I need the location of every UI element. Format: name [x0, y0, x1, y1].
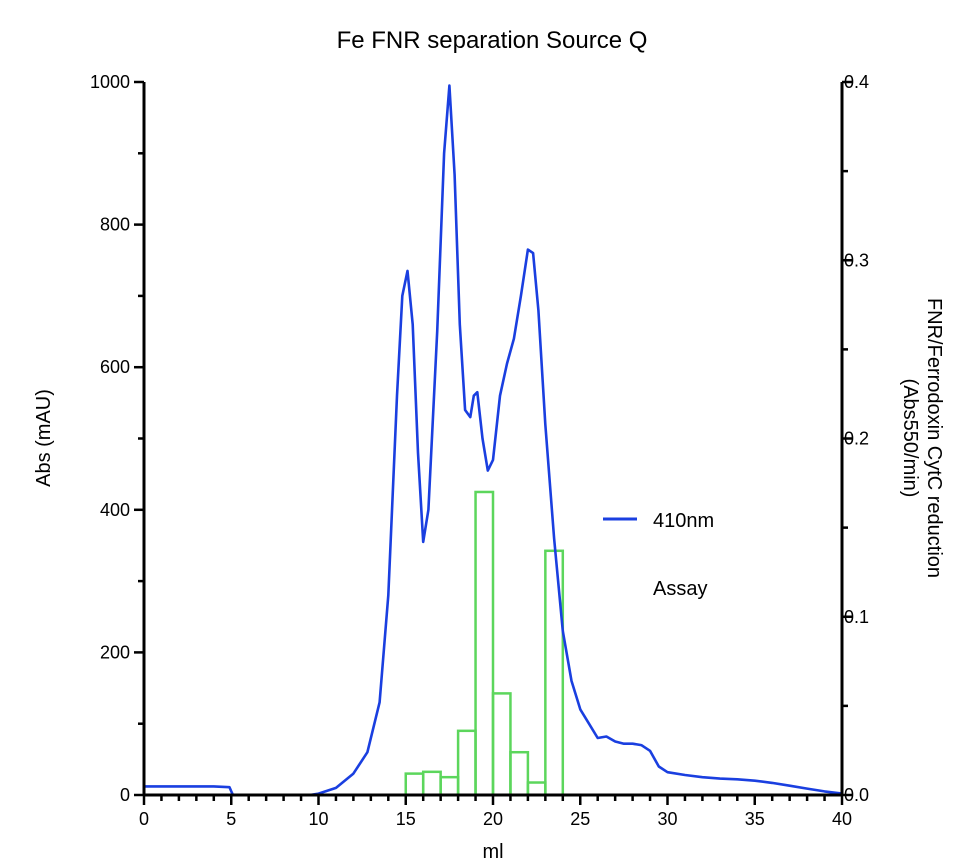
assay-bar: [509, 750, 530, 797]
assay-bars: [404, 490, 565, 797]
y-right-tick-label: 0.3: [844, 250, 869, 270]
legend-label-410nm: 410nm: [653, 510, 714, 532]
y-left-tick-label: 600: [100, 357, 130, 377]
legend-label-assay: Assay: [653, 578, 707, 600]
chart-title: Fe FNR separation Source Q: [337, 27, 648, 54]
y-axis-right-label-line1: FNR/Ferrodoxin CytC reduction: [923, 298, 945, 578]
assay-bar: [474, 490, 495, 797]
x-tick-label: 40: [832, 809, 852, 829]
x-tick-label: 30: [657, 809, 677, 829]
y-right-ticks: 0.0 0.1 0.2 0.3 0.4: [842, 72, 869, 805]
assay-bar: [491, 692, 512, 797]
y-axis-right-label-line2: (Abs550/min): [899, 379, 921, 498]
x-tick-label: 0: [139, 809, 149, 829]
x-tick-label: 20: [483, 809, 503, 829]
y-right-tick-label: 0.4: [844, 72, 869, 92]
y-right-tick-label: 0.2: [844, 429, 869, 449]
assay-bar: [421, 770, 442, 797]
assay-bar: [526, 781, 547, 797]
assay-bar: [544, 549, 565, 797]
assay-bar: [439, 775, 460, 797]
x-tick-label: 10: [308, 809, 328, 829]
line-series-410nm: [144, 84, 843, 797]
y-left-tick-label: 200: [100, 642, 130, 662]
x-tick-label: 5: [226, 809, 236, 829]
x-tick-label: 25: [570, 809, 590, 829]
legend: 410nm Assay: [603, 510, 714, 600]
y-right-tick-label: 0.1: [844, 607, 869, 627]
y-left-tick-label: 800: [100, 215, 130, 235]
x-tick-label: 15: [396, 809, 416, 829]
x-axis-label: ml: [482, 841, 503, 863]
x-tick-label: 35: [745, 809, 765, 829]
y-left-ticks: 0 200 400 600 800 1000: [90, 72, 144, 805]
assay-bar: [404, 772, 425, 797]
y-left-tick-label: 400: [100, 500, 130, 520]
assay-bar: [456, 729, 477, 797]
y-left-tick-label: 1000: [90, 72, 130, 92]
y-axis-left-label: Abs (mAU): [33, 389, 55, 487]
y-left-tick-label: 0: [120, 785, 130, 805]
x-ticks: 0 5 10 15 20 25 30 35 40: [139, 795, 852, 829]
y-right-tick-label: 0.0: [844, 785, 869, 805]
